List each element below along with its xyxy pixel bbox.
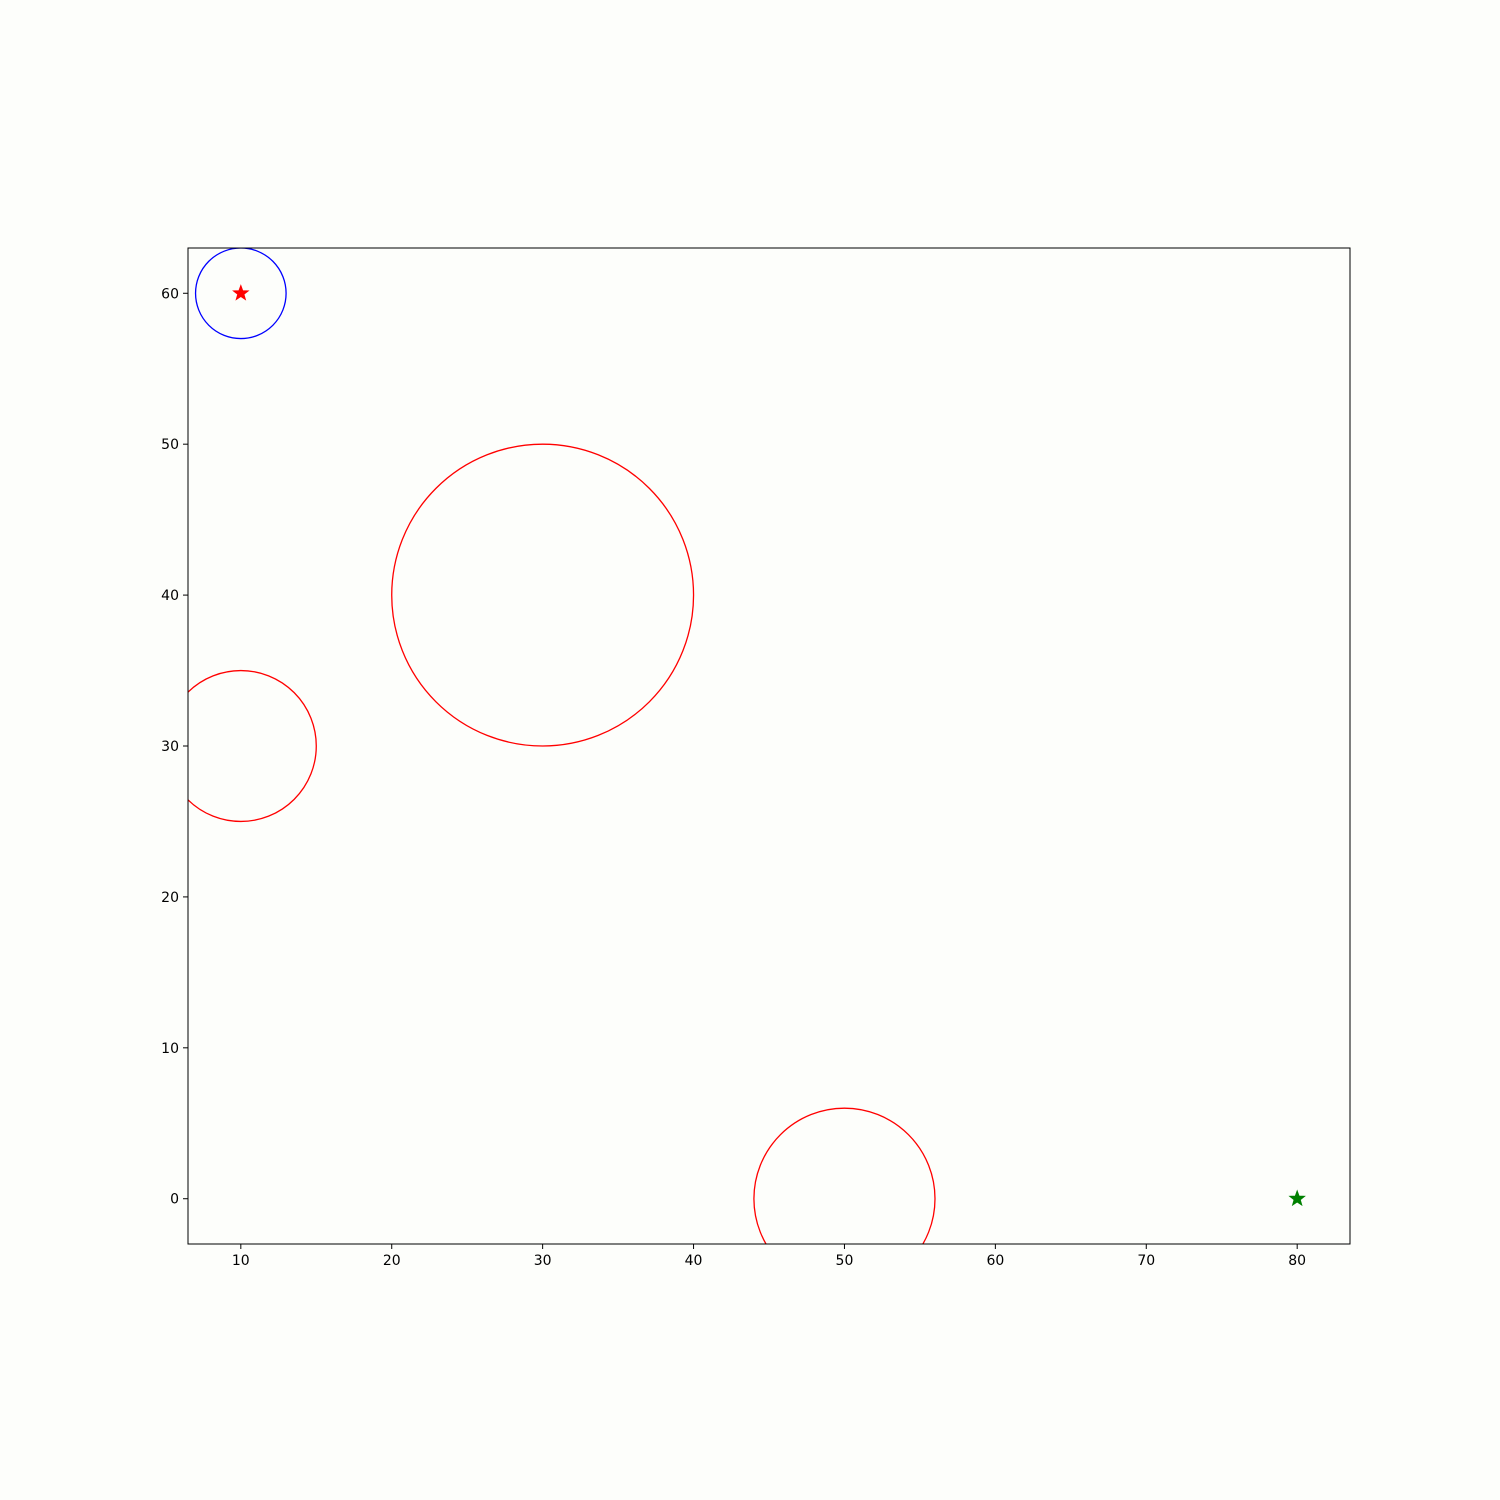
y-tick-label: 60 (161, 286, 179, 302)
y-tick-label: 40 (161, 588, 179, 604)
y-tick-label: 50 (161, 437, 179, 453)
x-tick-label: 50 (836, 1253, 854, 1269)
x-tick-label: 10 (232, 1253, 250, 1269)
y-tick-label: 30 (161, 739, 179, 755)
x-tick-label: 40 (685, 1253, 703, 1269)
y-tick-label: 20 (161, 890, 179, 906)
y-tick-label: 0 (170, 1192, 179, 1208)
x-tick-label: 20 (383, 1253, 401, 1269)
y-tick-label: 10 (161, 1041, 179, 1057)
x-tick-label: 70 (1137, 1253, 1155, 1269)
plot-background (188, 248, 1350, 1244)
x-tick-label: 30 (534, 1253, 552, 1269)
x-tick-label: 80 (1288, 1253, 1306, 1269)
x-tick-label: 60 (986, 1253, 1004, 1269)
